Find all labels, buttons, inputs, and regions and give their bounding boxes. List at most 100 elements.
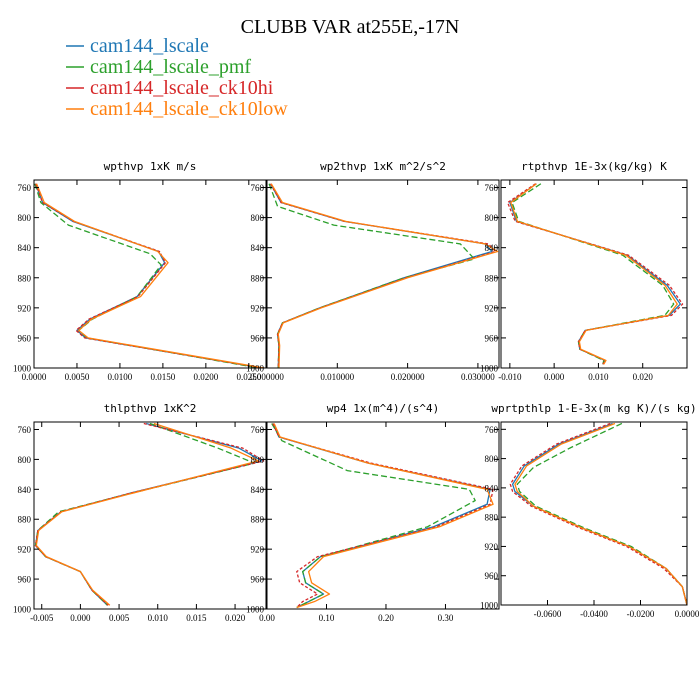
series-line-cam144_lscale_ck10low bbox=[510, 183, 678, 365]
series-line-cam144_lscale_ck10low bbox=[35, 183, 265, 368]
x-tick-label: 0.010000 bbox=[320, 372, 354, 382]
x-tick-label: 0.010 bbox=[588, 372, 609, 382]
x-tick-label: -0.0400 bbox=[580, 609, 608, 619]
panel-title: rtpthvp 1E-3x(kg/kg) K bbox=[521, 160, 667, 173]
x-tick-label: 0.0000 bbox=[675, 609, 700, 619]
series-line-cam144_lscale_ck10low bbox=[273, 423, 494, 609]
x-tick-label: 0.00 bbox=[259, 613, 275, 623]
series-line-cam144_lscale bbox=[509, 183, 682, 365]
y-tick-label: 800 bbox=[485, 213, 499, 223]
y-tick-label: 880 bbox=[251, 515, 265, 525]
y-tick-label: 960 bbox=[18, 333, 32, 343]
y-tick-label: 920 bbox=[485, 303, 499, 313]
y-tick-label: 1000 bbox=[13, 364, 32, 374]
y-tick-label: 880 bbox=[485, 273, 499, 283]
y-tick-label: 1000 bbox=[246, 364, 265, 374]
x-tick-label: 0.015 bbox=[186, 613, 207, 623]
y-tick-label: 840 bbox=[18, 243, 32, 253]
y-tick-label: 800 bbox=[18, 455, 32, 465]
y-tick-label: 1000 bbox=[13, 605, 32, 615]
chart-panel-3: rtpthvp 1E-3x(kg/kg) K 760 800 840 880 920 960… bbox=[480, 160, 688, 382]
y-tick-label: 920 bbox=[485, 542, 499, 552]
y-tick-label: 1000 bbox=[246, 605, 265, 615]
series-line-cam144_lscale bbox=[269, 183, 493, 368]
series-line-cam144_lscale bbox=[35, 183, 262, 368]
y-tick-label: 1000 bbox=[480, 364, 499, 374]
y-tick-label: 960 bbox=[485, 333, 499, 343]
plot-frame bbox=[33, 421, 267, 610]
y-tick-label: 800 bbox=[485, 454, 499, 464]
y-tick-label: 760 bbox=[251, 425, 265, 435]
y-tick-label: 880 bbox=[18, 515, 32, 525]
legend-label: cam144_lscale_ck10hi bbox=[90, 77, 274, 99]
plot-frame bbox=[266, 421, 500, 610]
y-tick-label: 880 bbox=[18, 273, 32, 283]
y-tick-label: 960 bbox=[18, 575, 32, 585]
y-tick-label: 840 bbox=[485, 243, 499, 253]
series-line-cam144_lscale_pmf bbox=[268, 183, 476, 368]
chart-panel-4: thlpthvp 1xK^27608008408809209601000-0.0… bbox=[13, 402, 267, 623]
y-tick-label: 760 bbox=[18, 425, 32, 435]
panel-title: thlpthvp 1xK^2 bbox=[104, 402, 197, 415]
y-tick-label: 760 bbox=[251, 183, 265, 193]
plot-frame bbox=[266, 179, 500, 369]
chart-panel-1: wpthvp 1xK m/s76080084088092096010000.00… bbox=[13, 160, 267, 382]
y-tick-label: 880 bbox=[485, 513, 499, 523]
chart-panel-6: wprtpthlp 1-E-3x(m kg K)/(s kg) 760 800 840… bbox=[480, 402, 700, 619]
legend-label: cam144_lscale_ck10low bbox=[90, 98, 288, 120]
plot-frame bbox=[500, 179, 688, 369]
y-tick-label: 800 bbox=[18, 213, 32, 223]
series-line-cam144_lscale_pmf bbox=[34, 422, 256, 606]
x-tick-label: 0.020 bbox=[225, 613, 246, 623]
x-tick-label: 0.30 bbox=[438, 613, 454, 623]
figure-title: CLUBB VAR at255E,-17N bbox=[241, 16, 460, 38]
series-line-cam144_lscale_ck10hi bbox=[272, 423, 494, 608]
legend-label: cam144_lscale_pmf bbox=[90, 56, 251, 78]
panel-title: wprtpthlp 1-E-3x(m kg K)/(s kg) bbox=[491, 402, 696, 415]
x-tick-label: -0.0200 bbox=[627, 609, 655, 619]
y-tick-label: 840 bbox=[251, 485, 265, 495]
y-tick-label: 840 bbox=[251, 243, 265, 253]
x-tick-label: 0.0200 bbox=[193, 372, 218, 382]
x-tick-label: 0.0250 bbox=[236, 372, 261, 382]
series-line-cam144_lscale_ck10low bbox=[270, 183, 499, 368]
series-line-cam144_lscale_ck10low bbox=[35, 422, 259, 606]
y-tick-label: 800 bbox=[251, 213, 265, 223]
y-tick-label: 960 bbox=[485, 571, 499, 581]
x-tick-label: 0.10 bbox=[319, 613, 335, 623]
chart-panel-2: wp2thvp 1xK m^2/s^2 760 800 840 880 920 960 100… bbox=[246, 160, 500, 382]
legend: cam144_lscalecam144_lscale_pmfcam144_lsc… bbox=[66, 35, 288, 120]
y-tick-label: 920 bbox=[251, 303, 265, 313]
series-line-cam144_lscale_ck10hi bbox=[506, 183, 684, 365]
y-tick-label: 920 bbox=[18, 545, 32, 555]
plot-frame bbox=[500, 421, 688, 606]
y-tick-label: 920 bbox=[251, 545, 265, 555]
x-tick-label: -0.010 bbox=[498, 372, 522, 382]
y-tick-label: 760 bbox=[485, 425, 499, 435]
x-tick-label: 0.20 bbox=[378, 613, 394, 623]
x-tick-label: 0.000 bbox=[70, 613, 91, 623]
x-tick-label: 0.0150 bbox=[151, 372, 176, 382]
y-tick-label: 880 bbox=[251, 273, 265, 283]
y-tick-label: 800 bbox=[251, 455, 265, 465]
x-tick-label: 0.0050 bbox=[65, 372, 90, 382]
series-line-cam144_lscale bbox=[511, 422, 687, 605]
y-tick-label: 760 bbox=[485, 183, 499, 193]
x-tick-label: 0.020 bbox=[633, 372, 654, 382]
series-line-cam144_lscale_pmf bbox=[516, 422, 687, 605]
x-tick-label: 0.000 bbox=[544, 372, 565, 382]
series-line-cam144_lscale_pmf bbox=[34, 183, 260, 368]
y-tick-label: 760 bbox=[18, 183, 32, 193]
series-line-cam144_lscale_ck10hi bbox=[509, 422, 687, 605]
series-line-cam144_lscale_ck10hi bbox=[35, 183, 263, 368]
plot-frame bbox=[33, 179, 267, 369]
x-tick-label: 0.005 bbox=[109, 613, 130, 623]
y-tick-label: 920 bbox=[18, 303, 32, 313]
y-tick-label: 840 bbox=[485, 483, 499, 493]
x-tick-label: 0.0000 bbox=[22, 372, 47, 382]
x-tick-label: -0.005 bbox=[30, 613, 54, 623]
series-line-cam144_lscale_ck10low bbox=[514, 422, 687, 605]
x-tick-label: 0.030000 bbox=[461, 372, 495, 382]
x-tick-label: 0.020000 bbox=[391, 372, 425, 382]
